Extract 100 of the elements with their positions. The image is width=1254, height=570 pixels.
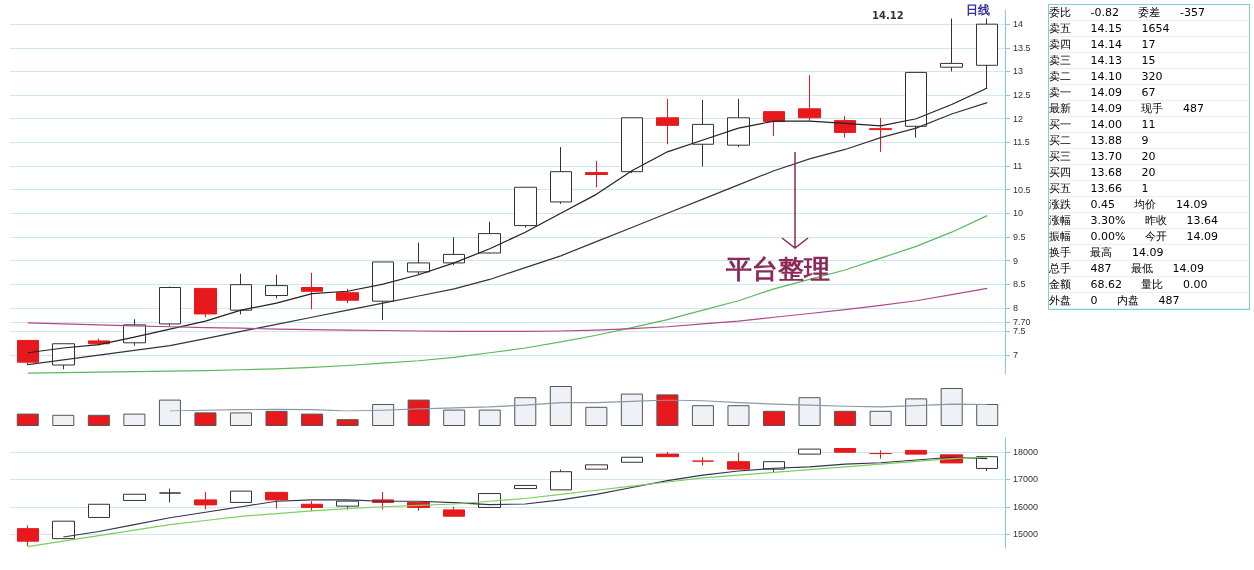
candlestick (336, 500, 359, 510)
y-tick-label: 7.5 (1013, 326, 1026, 337)
annotation: 14.12 (872, 10, 904, 21)
text: 振幅 0.00% 今开 14.09 (1049, 229, 1249, 245)
candlestick (727, 98, 750, 148)
text: 卖三 14.13 15 (1049, 53, 1249, 69)
candlestick (443, 506, 465, 517)
y-tick-label: 13 (1013, 66, 1024, 77)
candlestick (727, 452, 750, 470)
bar (194, 412, 217, 426)
text: 最新 14.09 现手 487 (1049, 101, 1249, 117)
candlestick (905, 71, 927, 139)
candlestick (159, 286, 181, 327)
text: 总手 487 最低 14.09 (1049, 261, 1249, 277)
annotation: 日线 (966, 2, 990, 19)
line-series (27, 287, 988, 333)
candlestick (194, 491, 217, 510)
y-tick-label: 13.5 (1013, 42, 1031, 53)
line-series (27, 215, 988, 374)
candlestick (869, 117, 892, 153)
candlestick (621, 117, 643, 174)
text: 买三 13.70 20 (1049, 149, 1249, 165)
candlestick (336, 288, 359, 304)
bar (514, 397, 537, 426)
text: 涨跌 0.45 均价 14.09 (1049, 197, 1249, 213)
candlestick (478, 221, 501, 254)
text: 涨幅 3.30% 昨收 13.64 (1049, 213, 1249, 229)
bar (976, 404, 999, 426)
y-tick-label: 11.5 (1013, 137, 1030, 148)
candlestick (265, 491, 288, 510)
text: 换手 最高 14.09 (1049, 245, 1249, 261)
candlestick (514, 484, 537, 490)
candlestick (443, 236, 465, 266)
bar (763, 410, 786, 426)
bar (123, 413, 146, 426)
candlestick (17, 339, 39, 366)
text: 卖五 14.15 1654 (1049, 21, 1249, 37)
bar (407, 399, 430, 426)
annotation: 平台整理 (726, 253, 830, 286)
y-tick-label: 9 (1013, 255, 1019, 266)
candlestick (52, 520, 75, 540)
bar (798, 397, 821, 426)
y-tick-label: 8 (1013, 302, 1019, 313)
candlestick (372, 261, 394, 321)
bar (301, 413, 324, 426)
y-tick-label: 17000 (1013, 474, 1039, 485)
bar (478, 409, 501, 426)
candlestick (656, 98, 679, 145)
bar (443, 409, 466, 426)
candlestick (692, 456, 714, 466)
text: 卖一 14.09 67 (1049, 85, 1249, 101)
y-tick-label: 7 (1013, 350, 1019, 361)
bar (372, 404, 395, 426)
candlestick (550, 469, 572, 491)
candlestick (17, 525, 39, 547)
candlestick (976, 456, 998, 472)
candlestick (905, 449, 927, 455)
candlestick (940, 18, 963, 72)
text: 买一 14.00 11 (1049, 117, 1249, 133)
candlestick (265, 274, 288, 299)
text: 金额 68.62 量比 0.00 (1049, 277, 1249, 293)
y-tick-label: 12 (1013, 113, 1024, 124)
y-tick-label: 8.5 (1013, 279, 1026, 290)
candlestick (585, 464, 608, 470)
bar (265, 410, 288, 426)
candlestick (976, 18, 998, 89)
text: 卖二 14.10 320 (1049, 69, 1249, 85)
bar (940, 388, 963, 426)
y-tick-label: 10.5 (1013, 184, 1031, 195)
candlestick (407, 242, 430, 276)
y-tick-label: 16000 (1013, 501, 1039, 512)
bar (549, 386, 572, 426)
y-tick-label: 7.70 (1013, 317, 1031, 327)
bar (869, 410, 892, 426)
candlestick (621, 456, 643, 463)
candlestick (301, 272, 323, 310)
text: 买四 13.68 20 (1049, 165, 1249, 181)
candlestick (692, 99, 714, 167)
candlestick (88, 503, 110, 518)
bar (158, 399, 181, 426)
y-tick-label: 18000 (1013, 446, 1039, 457)
text: 外盘 0 内盘 487 (1049, 293, 1249, 309)
candlestick (123, 493, 146, 501)
bar (691, 405, 714, 426)
candlestick (230, 273, 252, 315)
bar (834, 410, 857, 426)
bar (229, 412, 252, 426)
bar (52, 414, 75, 426)
text: 卖四 14.14 17 (1049, 37, 1249, 53)
text: 委比 -0.82 委差 -357 (1049, 5, 1249, 21)
y-tick-label: 14 (1013, 19, 1024, 30)
candlestick (656, 451, 679, 458)
candlestick (798, 448, 821, 455)
y-tick-label: 12.5 (1013, 90, 1031, 101)
bar (727, 405, 750, 426)
candlestick (301, 500, 323, 512)
bar (16, 413, 39, 426)
candlestick (834, 448, 856, 453)
bar (336, 419, 359, 426)
candlestick (514, 186, 537, 228)
